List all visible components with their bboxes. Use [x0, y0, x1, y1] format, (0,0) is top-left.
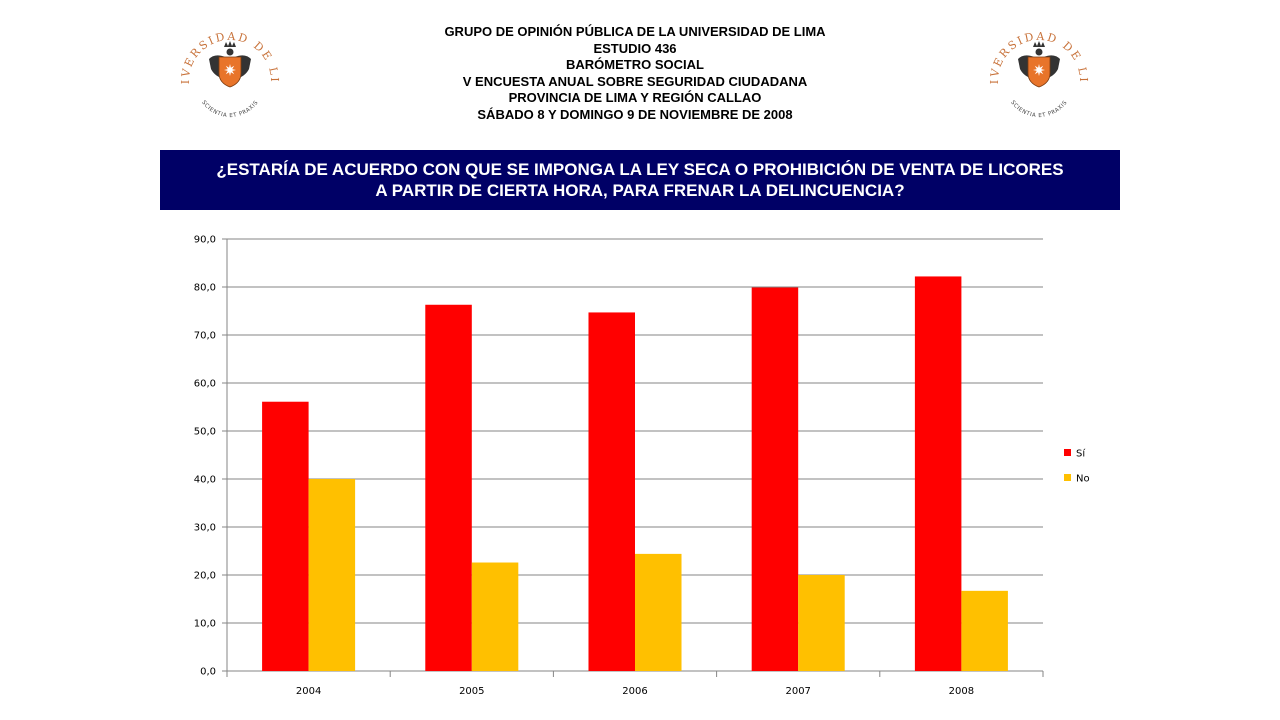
bar-si-2008	[914, 276, 962, 671]
eagle-crest-icon	[1018, 41, 1060, 88]
bars	[262, 276, 1008, 671]
y-axis: 0,0 10,0 20,0 30,0 40,0 50,0 60,0 70,0 80,0 90,0	[194, 235, 228, 678]
question-line-1: ¿ESTARÍA DE ACUERDO CON QUE SE IMPONGA L…	[216, 160, 1064, 179]
legend-label: No	[1076, 474, 1090, 485]
bar-si-2006	[588, 312, 635, 671]
header-line-4: V ENCUESTA ANUAL SOBRE SEGURIDAD CIUDADA…	[462, 73, 808, 89]
y-tick-label: 0,0	[200, 667, 216, 678]
x-tick-label: 2004	[296, 686, 321, 697]
y-tick-label: 10,0	[194, 619, 216, 630]
legend: Sí No	[1064, 448, 1090, 485]
y-tick-label: 60,0	[194, 379, 216, 390]
header-line-2: ESTUDIO 436	[593, 40, 677, 56]
y-tick-label: 80,0	[194, 283, 216, 294]
header-line-5: PROVINCIA DE LIMA Y REGIÓN CALLAO	[508, 90, 762, 106]
y-tick-label: 40,0	[194, 475, 216, 486]
bar-no-2007	[798, 575, 845, 671]
x-tick-label: 2005	[459, 686, 484, 697]
question-banner: ¿ESTARÍA DE ACUERDO CON QUE SE IMPONGA L…	[160, 150, 1120, 210]
bar-no-2005	[471, 562, 519, 671]
survey-header: GRUPO DE OPINIÓN PÚBLICA DE LA UNIVERSID…	[300, 24, 970, 124]
bar-no-2006	[635, 553, 682, 671]
header-line-1: GRUPO DE OPINIÓN PÚBLICA DE LA UNIVERSID…	[444, 24, 826, 39]
y-tick-label: 70,0	[194, 331, 216, 342]
bar-si-2007	[751, 287, 799, 671]
y-tick-label: 90,0	[194, 235, 216, 246]
legend-swatch	[1064, 449, 1071, 456]
legend-label: Sí	[1076, 448, 1086, 460]
y-tick-label: 30,0	[194, 523, 216, 534]
x-tick-label: 2007	[785, 686, 810, 697]
y-tick-label: 50,0	[194, 427, 216, 438]
university-logo-left: UNIVERSIDAD DE LIMASCIENTIA ET PRAXIS	[175, 17, 279, 119]
x-tick-label: 2008	[949, 686, 974, 697]
header-line-6: SÁBADO 8 Y DOMINGO 9 DE NOVIEMBRE DE 200…	[477, 106, 793, 122]
question-line-2: A PARTIR DE CIERTA HORA, PARA FRENAR LA …	[375, 181, 905, 200]
legend-swatch	[1064, 474, 1071, 481]
bar-si-2005	[425, 304, 472, 671]
x-tick-label: 2006	[622, 686, 647, 697]
university-logo-right: UNIVERSIDAD DE LIMASCIENTIA ET PRAXIS	[984, 17, 1088, 119]
y-tick-label: 20,0	[194, 571, 216, 582]
bar-no-2004	[308, 479, 356, 671]
x-axis: 2004 2005 2006 2007 2008	[226, 670, 1044, 697]
eagle-crest-icon	[209, 41, 251, 88]
header-line-3: BARÓMETRO SOCIAL	[566, 57, 704, 73]
bar-no-2008	[961, 590, 1008, 671]
bar-si-2004	[262, 401, 309, 671]
